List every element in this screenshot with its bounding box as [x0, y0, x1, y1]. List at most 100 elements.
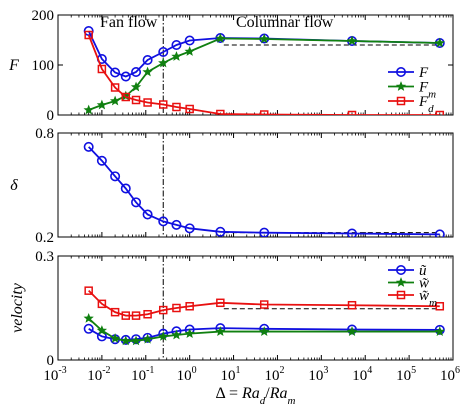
panel-0-ylabel: F [8, 57, 19, 74]
legend-2-label-1: w̃ [419, 276, 429, 292]
panel-1-ytick-label: 0.8 [35, 126, 54, 142]
panel-2-series-1-point [130, 335, 142, 346]
panel-2-series-2-point [121, 311, 131, 320]
panel-1-ytick-label: 0.2 [35, 230, 54, 246]
legend-2-marker-0 [395, 264, 406, 275]
panel-0-series-2-point [347, 110, 357, 115]
legend-0-label-2-part-1: d [428, 103, 434, 115]
panel-0-series-0-point [131, 67, 142, 78]
panel-2-series-2-point [131, 311, 141, 320]
x-axis-label-part-4: Ra [269, 385, 288, 402]
panel-0-series-1-point [171, 51, 182, 61]
xtick-label-base: 10 [43, 368, 58, 384]
legend-0-label-1-part-1: m [428, 89, 436, 101]
panel-0-series-2-point [97, 64, 107, 74]
panel-0-series-1-point [83, 104, 94, 115]
panel-0-series-1-point [259, 33, 270, 44]
panel-0-series-0-point [158, 46, 169, 57]
panel-0-series-0-point [110, 67, 121, 78]
panel-1-series-0-point [96, 155, 107, 166]
legend-2-label-1-part-0: w̃ [419, 276, 429, 292]
panel-2-series-2-point [259, 300, 269, 309]
panel-1-series-0-point [184, 223, 195, 234]
xtick-label-exponent: 4 [367, 365, 372, 376]
panel-2-series-1-point [109, 333, 121, 343]
xtick-label-base: 10 [177, 368, 192, 384]
legend-2-label-2-part-1: m [429, 297, 437, 309]
xtick-label: 10-1 [131, 365, 154, 384]
panel-1-series-0-point [434, 229, 445, 237]
panel-2-series-2-point [185, 302, 194, 311]
xtick-label: 100 [177, 365, 197, 384]
panel-0-series-group [83, 25, 445, 115]
panel-0-ytick-label: 0 [47, 108, 55, 124]
panel-2-frame [57, 255, 454, 361]
panel-1-series-0-point [215, 226, 226, 237]
xtick-label-exponent: 5 [411, 365, 416, 376]
panel-2-series-2-point [97, 299, 107, 309]
panel-1-frame [57, 132, 454, 238]
legend-2-label-2-part-0: w̃ [419, 288, 429, 304]
legend-0-label-2-part-0: F [418, 94, 429, 110]
panel-2-ytick-label: 0.3 [35, 249, 54, 265]
panel-1-series-0-point [110, 171, 121, 182]
legend-0-marker-1 [395, 81, 407, 91]
xtick-label-base: 10 [396, 368, 411, 384]
panel-2-series-1-point [96, 325, 108, 335]
xtick-label: 10-3 [43, 365, 66, 384]
legend-0-marker-0 [395, 67, 406, 78]
panel-2-series-1-point [158, 331, 169, 341]
panel-0-series-1-point [130, 81, 142, 92]
panel-1-series-0-point [83, 141, 94, 152]
panel-1-series-0-point [259, 227, 270, 237]
panel-0-series-0-point [184, 35, 195, 46]
x-axis-label: Δ = Rad/Ram [216, 385, 296, 407]
x-axis-label-part-0: Δ = [216, 385, 242, 402]
panel-0-series-1-point [96, 99, 108, 110]
panel-2-series-1-point [184, 328, 195, 339]
xtick-label-exponent: 1 [236, 365, 241, 376]
panel-0-series-0-point [120, 71, 131, 82]
xtick-label-base: 10 [308, 368, 323, 384]
panel-0-series-2-point [110, 83, 120, 92]
panel-1-series-0-line [88, 146, 440, 236]
panel-0-series-2-point [172, 102, 181, 112]
panel-0-series-0-point [171, 39, 182, 50]
panel-2-series-group [83, 286, 445, 346]
xtick-label-exponent: 2 [279, 365, 284, 376]
panel-0-series-0-point [142, 54, 153, 65]
panel-2-series-1-point [120, 335, 131, 346]
panel-0-series-1-point [158, 57, 169, 68]
legend-0-label-1: Fm [418, 80, 436, 101]
panel-0-series-2-point [158, 100, 168, 109]
xtick-label-exponent: -2 [102, 365, 110, 376]
panel-2-series-2-point [435, 302, 445, 311]
panel-2-series-2-point [216, 298, 225, 308]
panel-2-series-1-point [434, 326, 445, 336]
panel-0-series-1-point [142, 66, 153, 77]
x-axis-label-part-1: Ra [241, 385, 260, 402]
xtick-label: 105 [396, 365, 416, 384]
panel-1-series-0-point [347, 228, 358, 237]
panel-0-series-2-point [185, 104, 194, 114]
panel-1-series-0-point [142, 209, 153, 220]
panel-0-series-1-point [215, 33, 226, 43]
panel-1-series-0-point [131, 197, 142, 208]
xtick-label-base: 10 [440, 368, 455, 384]
x-axis-label-part-3: / [265, 385, 270, 402]
xtick-label-exponent: -3 [58, 365, 66, 376]
panel-0-series-1-point [184, 46, 195, 56]
x-axis-label-part-5: m [288, 395, 296, 407]
panel-0-series-1-point [109, 95, 121, 106]
xtick-label: 101 [221, 365, 241, 384]
panel-2-series-1-point [171, 329, 182, 340]
x-axis-label-part-2: d [260, 395, 266, 407]
panel-0-ytick-label: 200 [32, 8, 55, 24]
panel-2-series-1-point [215, 326, 226, 336]
xtick-label: 10-2 [87, 365, 110, 384]
panel-0-series-1-point [434, 37, 445, 48]
panel-0-series-2-point [143, 98, 152, 107]
panel-2-series-1-point [346, 326, 358, 336]
xtick-label-exponent: 0 [192, 365, 197, 376]
